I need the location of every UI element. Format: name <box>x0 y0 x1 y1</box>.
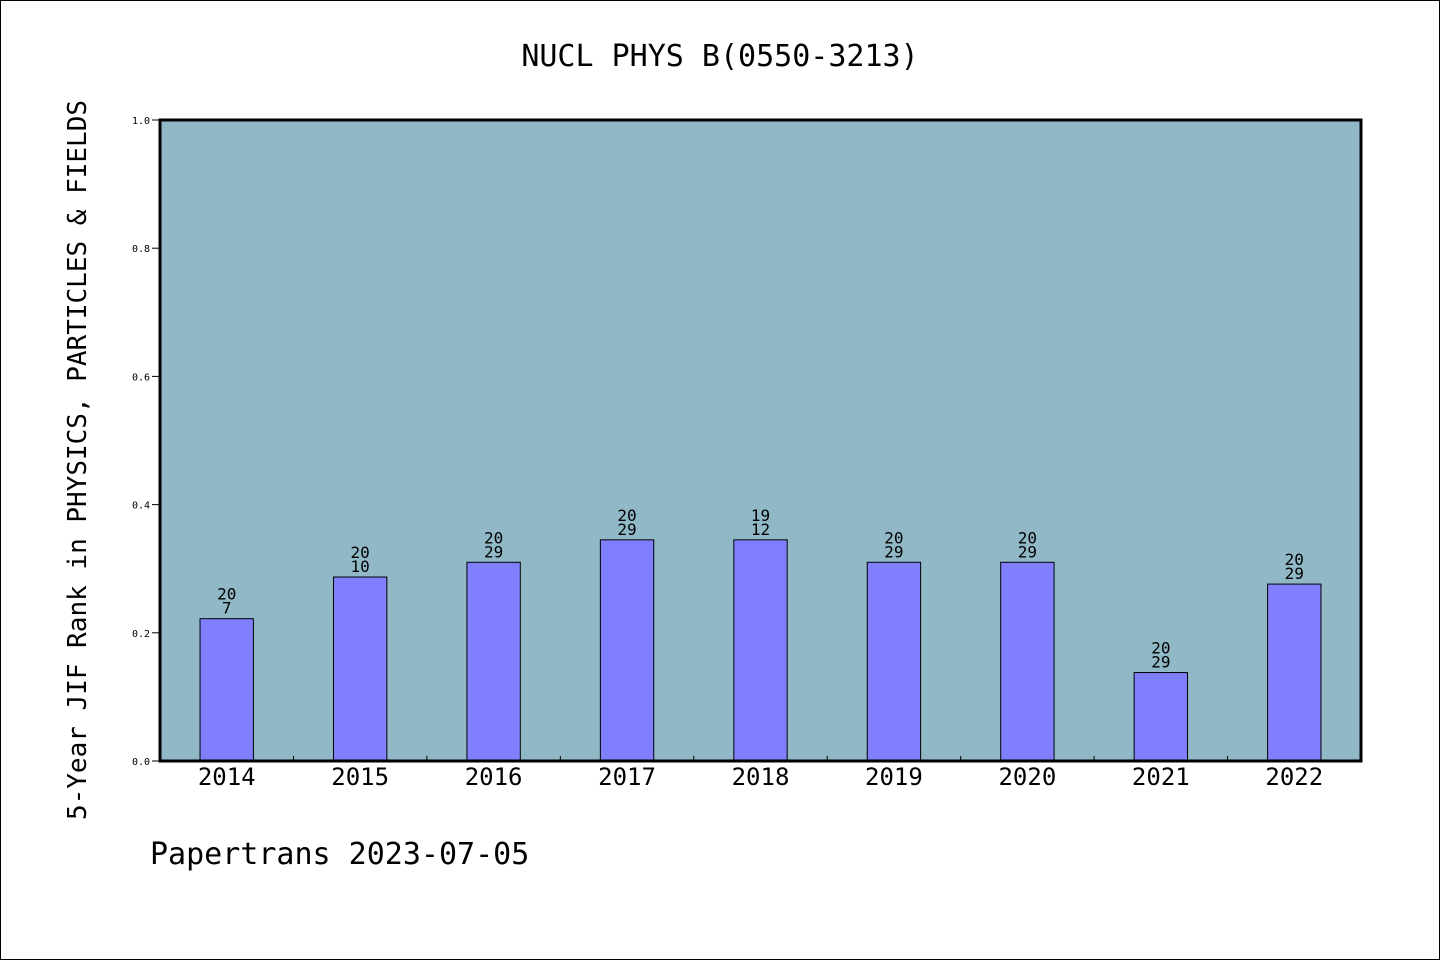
bar-label-2017: 29 <box>617 520 636 539</box>
x-tick-label-2014: 2014 <box>198 763 256 791</box>
bar-label-2021: 29 <box>1151 653 1170 672</box>
x-tick-label-2015: 2015 <box>331 763 389 791</box>
bar-2017 <box>599 539 655 762</box>
y-tick-label: 0.8 <box>132 244 150 255</box>
y-tick-label: 0.0 <box>132 757 150 768</box>
x-axis-ticks: 2014 2015 2016 2017 2018 2019 2020 2021 2022 <box>198 756 1323 791</box>
bar-label-2014: 7 <box>222 599 232 618</box>
x-tick-label-2021: 2021 <box>1132 763 1190 791</box>
bar-label-2021: 20 <box>1151 639 1170 658</box>
y-axis-label: 5-Year JIF Rank in PHYSICS, PARTICLES & … <box>63 100 93 820</box>
bar-label-2015: 10 <box>351 557 370 576</box>
plot-border <box>158 118 1363 763</box>
x-tick-label-2018: 2018 <box>732 763 790 791</box>
bar-2015 <box>332 576 388 762</box>
x-tick-label-2019: 2019 <box>865 763 923 791</box>
bar-label-2019: 20 <box>884 528 903 547</box>
bar-label-2020: 20 <box>1018 528 1037 547</box>
bar-2014 <box>199 618 254 762</box>
bar-label-2015: 20 <box>351 543 370 562</box>
y-axis-ticks: 0.0 0.2 0.4 0.6 0.8 1.0 <box>132 116 160 768</box>
footer-credit: Papertrans 2023-07-05 <box>150 837 529 872</box>
x-tick-label-2017: 2017 <box>598 763 656 791</box>
bar-label-2018: 19 <box>751 506 770 525</box>
bar-label-2019: 29 <box>884 542 903 561</box>
bar-2016 <box>466 561 521 762</box>
bar-2018 <box>733 539 788 762</box>
chart-title: NUCL PHYS B(0550-3213) <box>521 39 918 74</box>
bar-label-2022: 29 <box>1285 564 1304 583</box>
bar-label-2016: 20 <box>484 528 503 547</box>
bar-2020 <box>1000 561 1055 762</box>
bar-label-2020: 29 <box>1018 542 1037 561</box>
bar-label-2018: 12 <box>751 520 770 539</box>
bar-2022 <box>1267 583 1322 762</box>
x-tick-label-2016: 2016 <box>465 763 523 791</box>
x-tick-label-2022: 2022 <box>1265 763 1323 791</box>
bar-label-2016: 29 <box>484 542 503 561</box>
y-tick-label: 0.6 <box>132 372 150 383</box>
y-tick-label: 0.2 <box>132 629 150 640</box>
bar-label-2017: 20 <box>617 506 636 525</box>
bar-2021 <box>1133 672 1189 762</box>
y-tick-label: 0.4 <box>132 501 150 512</box>
y-tick-label: 1.0 <box>132 116 150 127</box>
x-tick-label-2020: 2020 <box>998 763 1056 791</box>
bar-label-2014: 20 <box>217 585 236 604</box>
bar-2019 <box>866 561 922 762</box>
bar-label-2022: 20 <box>1285 550 1304 569</box>
